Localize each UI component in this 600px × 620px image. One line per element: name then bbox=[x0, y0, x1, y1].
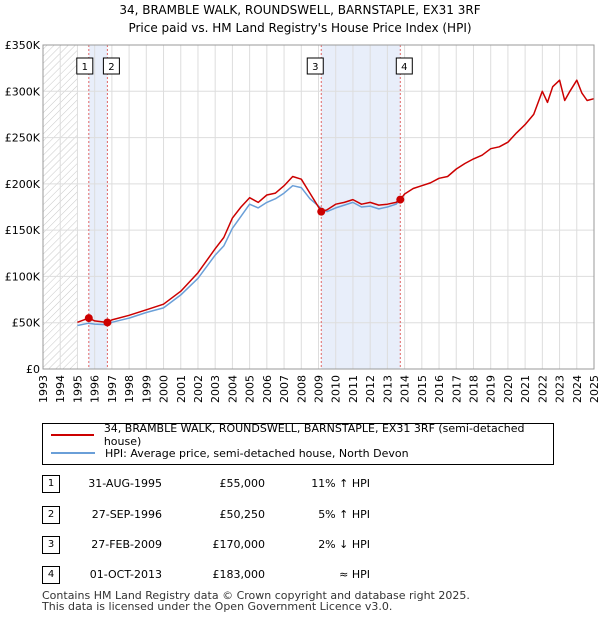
x-tick-label: 2002 bbox=[192, 375, 205, 403]
sale-date: 01-OCT-2013 bbox=[89, 568, 162, 581]
y-tick-label: £350K bbox=[5, 39, 41, 52]
x-tick-label: 1995 bbox=[71, 375, 84, 403]
price-paid-line bbox=[77, 79, 595, 324]
sale-date: 27-FEB-2009 bbox=[91, 538, 162, 551]
x-tick-label: 2004 bbox=[226, 375, 239, 403]
x-tick-label: 1994 bbox=[54, 375, 67, 403]
sale-marker-badge: 1 bbox=[42, 475, 60, 493]
x-tick-label: 2014 bbox=[399, 375, 412, 403]
sale-point bbox=[317, 207, 326, 216]
sale-date: 31-AUG-1995 bbox=[88, 477, 162, 490]
sale-marker-badge: 3 bbox=[42, 536, 60, 554]
copyright-footer: Contains HM Land Registry data © Crown c… bbox=[42, 590, 470, 612]
plot-frame bbox=[42, 44, 595, 370]
sale-label-frame bbox=[102, 57, 120, 75]
y-tick-label: £50K bbox=[12, 317, 41, 330]
x-tick-label: 2021 bbox=[519, 375, 532, 403]
x-tick-label: 2025 bbox=[588, 375, 600, 403]
footer-line-licence: This data is licensed under the Open Gov… bbox=[42, 600, 393, 613]
sale-date: 27-SEP-1996 bbox=[91, 508, 162, 521]
table-row: 1 31-AUG-1995 £55,000 11% ↑ HPI bbox=[0, 475, 600, 495]
chart-legend: 34, BRAMBLE WALK, ROUNDSWELL, BARNSTAPLE… bbox=[42, 422, 554, 465]
price-chart: 1 2 3 4 1993 1994 1995 1996 1997 1998 1999 2000 200… bbox=[5, 39, 600, 403]
legend-item-price: 34, BRAMBLE WALK, ROUNDSWELL, BARNSTAPLE… bbox=[51, 422, 553, 448]
sale-price: £50,250 bbox=[219, 508, 266, 521]
chart-title-address: 34, BRAMBLE WALK, ROUNDSWELL, BARNSTAPLE… bbox=[119, 3, 481, 17]
hpi-line bbox=[77, 184, 401, 327]
sale-label-number: 2 bbox=[108, 62, 114, 73]
x-tick-label: 2023 bbox=[554, 375, 567, 403]
sale-marker-badge: 2 bbox=[42, 506, 60, 524]
sale-price: £170,000 bbox=[212, 538, 266, 551]
sale-label-frame bbox=[76, 57, 94, 75]
legend-swatch-price bbox=[51, 434, 94, 436]
sale-label-frame bbox=[306, 57, 324, 75]
table-row: 4 01-OCT-2013 £183,000 ≈ HPI bbox=[0, 566, 600, 586]
sale-marker-badge: 4 bbox=[42, 566, 60, 584]
table-row: 3 27-FEB-2009 £170,000 2% ↓ HPI bbox=[0, 536, 600, 556]
sale-label-box: 3 bbox=[306, 57, 324, 75]
x-tick-label: 2007 bbox=[278, 375, 291, 403]
x-tick-label: 2015 bbox=[416, 375, 429, 403]
sale-label-number: 1 bbox=[82, 62, 88, 73]
x-tick-label: 1993 bbox=[37, 375, 50, 403]
sale-label-number: 3 bbox=[312, 62, 318, 73]
y-tick-label: £100K bbox=[5, 270, 41, 283]
sale-point bbox=[396, 195, 405, 204]
legend-swatch-hpi bbox=[51, 452, 95, 454]
sale-point bbox=[103, 318, 112, 327]
legend-label-hpi: HPI: Average price, semi-detached house,… bbox=[105, 446, 409, 460]
x-tick-label: 2000 bbox=[158, 375, 171, 403]
x-tick-label: 2022 bbox=[536, 375, 549, 403]
x-tick-label: 2001 bbox=[175, 375, 188, 403]
sale-label-frame bbox=[395, 57, 413, 75]
sale-label-box: 1 bbox=[76, 57, 94, 75]
x-tick-label: 2003 bbox=[209, 375, 222, 403]
y-tick-label: £300K bbox=[5, 85, 41, 98]
x-tick-label: 2005 bbox=[244, 375, 257, 403]
sale-hpi-comparison: 5% ↑ HPI bbox=[318, 508, 370, 521]
x-tick-label: 1996 bbox=[89, 375, 102, 403]
sale-price: £55,000 bbox=[219, 477, 266, 490]
x-tick-label: 2016 bbox=[433, 375, 446, 403]
x-tick-label: 1999 bbox=[140, 375, 153, 403]
x-tick-label: 2010 bbox=[330, 375, 343, 403]
sale-point bbox=[84, 314, 93, 323]
x-tick-label: 1998 bbox=[123, 375, 136, 403]
y-tick-label: £0 bbox=[26, 363, 40, 376]
table-row: 2 27-SEP-1996 £50,250 5% ↑ HPI bbox=[0, 506, 600, 526]
x-tick-label: 2020 bbox=[502, 375, 515, 403]
x-tick-label: 2012 bbox=[364, 375, 377, 403]
sale-hpi-comparison: 2% ↓ HPI bbox=[318, 538, 370, 551]
sale-hpi-comparison: 11% ↑ HPI bbox=[311, 477, 370, 490]
x-tick-label: 2019 bbox=[485, 375, 498, 403]
y-tick-label: £250K bbox=[5, 132, 41, 145]
sale-label-number: 4 bbox=[401, 62, 407, 73]
x-tick-label: 2013 bbox=[381, 375, 394, 403]
chart-subtitle: Price paid vs. HM Land Registry's House … bbox=[128, 21, 472, 35]
sale-hpi-comparison: ≈ HPI bbox=[339, 568, 370, 581]
y-tick-label: £200K bbox=[5, 178, 41, 191]
x-tick-label: 2017 bbox=[450, 375, 463, 403]
sale-label-box: 2 bbox=[102, 57, 120, 75]
sale-label-box: 4 bbox=[395, 57, 413, 75]
x-tick-label: 2008 bbox=[295, 375, 308, 403]
sale-price: £183,000 bbox=[212, 568, 266, 581]
x-tick-label: 1997 bbox=[106, 375, 119, 403]
x-tick-label: 2006 bbox=[261, 375, 274, 403]
legend-item-hpi: HPI: Average price, semi-detached house,… bbox=[51, 445, 409, 461]
x-tick-label: 2009 bbox=[313, 375, 326, 403]
x-tick-label: 2011 bbox=[347, 375, 360, 403]
y-tick-label: £150K bbox=[5, 224, 41, 237]
legend-label-price: 34, BRAMBLE WALK, ROUNDSWELL, BARNSTAPLE… bbox=[103, 422, 525, 448]
x-tick-label: 2018 bbox=[467, 375, 480, 403]
footer-line-copyright: Contains HM Land Registry data © Crown c… bbox=[42, 589, 470, 602]
shaded-period bbox=[88, 45, 108, 369]
x-tick-label: 2024 bbox=[571, 375, 584, 403]
